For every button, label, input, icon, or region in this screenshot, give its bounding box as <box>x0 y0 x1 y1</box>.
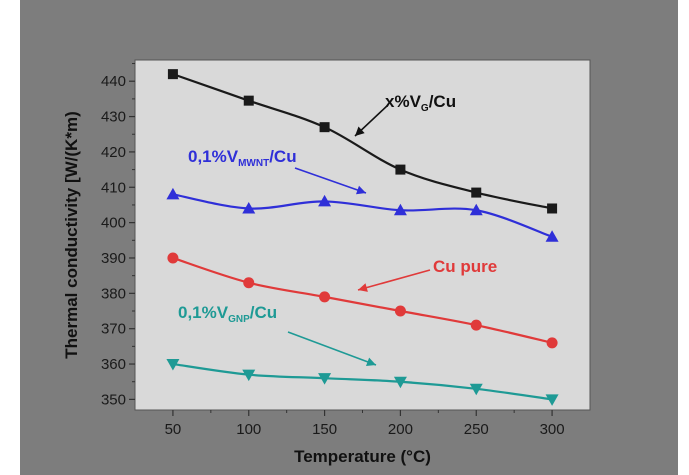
data-point-xg-cu <box>547 203 558 214</box>
y-tick-label: 390 <box>101 250 126 267</box>
data-point-cu-pure <box>394 305 406 317</box>
series-line-cu-pure <box>172 256 553 344</box>
y-tick-label: 370 <box>101 321 126 338</box>
annotation-arrowhead <box>355 126 365 136</box>
data-point-mwnt-cu <box>166 187 180 200</box>
annotation-arrowhead <box>358 283 368 292</box>
data-point-cu-pure <box>167 252 179 264</box>
y-tick-label: 430 <box>101 109 126 126</box>
series-label-xg-cu: x%VG/Cu <box>385 92 456 114</box>
x-tick-label: 250 <box>464 421 489 438</box>
series-line-mwnt-cu <box>172 193 553 238</box>
data-point-mwnt-cu <box>318 194 332 207</box>
data-point-xg-cu <box>395 164 406 175</box>
x-axis-title: Temperature (°C) <box>294 447 431 466</box>
data-point-mwnt-cu <box>393 203 407 216</box>
data-point-gnp-cu <box>318 373 332 385</box>
series-markers <box>166 69 559 406</box>
x-tick-label: 100 <box>236 421 261 438</box>
data-point-gnp-cu <box>469 383 483 396</box>
data-point-cu-pure <box>243 277 255 289</box>
y-axis-title: Thermal conductivity [W/(K*m) <box>62 111 81 358</box>
annotation-arrowhead <box>356 185 366 195</box>
data-point-xg-cu <box>167 69 178 80</box>
y-tick-label: 380 <box>101 285 126 302</box>
data-point-xg-cu <box>471 187 482 198</box>
data-point-xg-cu <box>319 122 330 133</box>
y-tick-label: 410 <box>101 179 126 196</box>
series-line-gnp-cu <box>172 362 553 401</box>
data-point-cu-pure <box>470 319 482 331</box>
series-label-cu-pure: Cu pure <box>433 257 497 276</box>
annotations: x%VG/Cu 0,1%VMWNT/Cu Cu pure 0,1%VGNP/Cu <box>178 92 497 367</box>
annotation-arrow-gnp-cu <box>287 331 377 366</box>
annotation-arrow-mwnt-cu <box>294 167 367 194</box>
x-tick-label: 200 <box>388 421 413 438</box>
series-label-gnp-cu: 0,1%VGNP/Cu <box>178 303 277 325</box>
y-tick-label: 350 <box>101 391 126 408</box>
data-point-xg-cu <box>243 95 254 106</box>
data-point-gnp-cu <box>242 369 256 382</box>
x-tick-label: 50 <box>165 421 182 438</box>
data-point-mwnt-cu <box>545 230 559 242</box>
data-point-mwnt-cu <box>242 201 256 214</box>
data-point-gnp-cu <box>393 376 407 389</box>
y-tick-label: 360 <box>101 356 126 373</box>
y-tick-label: 420 <box>101 144 126 161</box>
series-lines <box>172 73 553 401</box>
axes: 50 100 150 200 250 300 350 360 370 380 390 400 410 42… <box>101 63 565 438</box>
y-tick-label: 440 <box>101 73 126 90</box>
data-point-gnp-cu <box>166 359 180 371</box>
x-tick-label: 150 <box>312 421 337 438</box>
annotation-arrow-cu-pure <box>357 269 431 291</box>
data-point-cu-pure <box>546 337 558 349</box>
series-label-mwnt-cu: 0,1%VMWNT/Cu <box>188 147 297 169</box>
data-point-gnp-cu <box>545 394 559 406</box>
annotation-arrowhead <box>365 357 376 367</box>
plot-area <box>134 59 591 411</box>
x-tick-label: 300 <box>540 421 565 438</box>
y-tick-label: 400 <box>101 215 126 232</box>
series-line-xg-cu <box>172 73 553 210</box>
data-point-cu-pure <box>319 291 331 303</box>
data-point-mwnt-cu <box>469 203 483 216</box>
